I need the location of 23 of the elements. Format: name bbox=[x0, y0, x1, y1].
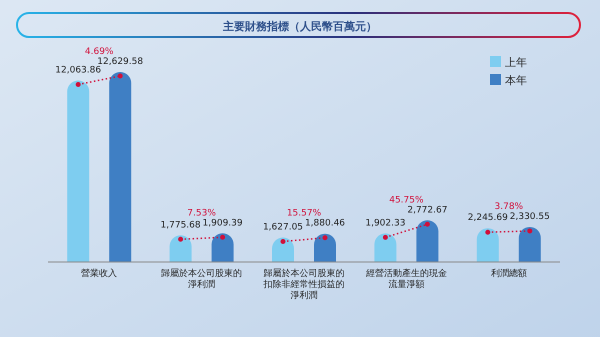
data-label: 1,909.39 bbox=[202, 218, 243, 228]
data-label: 1,627.05 bbox=[262, 222, 304, 233]
x-tick-label: 歸屬於本公司股東的淨利潤 bbox=[161, 268, 242, 290]
data-label: 2,330.55 bbox=[510, 212, 550, 222]
legend-label: 上年 bbox=[505, 56, 527, 69]
annotation: 3.78% bbox=[494, 202, 524, 212]
x-tick-label: 營業收入 bbox=[81, 268, 118, 279]
annotation: 15.57% bbox=[286, 208, 322, 219]
annotation: 7.53% bbox=[187, 208, 216, 218]
data-label: 1,775.68 bbox=[160, 220, 201, 230]
chart-title: 主要財務指標（人民幣百萬元） bbox=[222, 20, 377, 33]
title: 主要財務指標（人民幣百萬元） bbox=[16, 12, 581, 38]
data-label: 1,902.33 bbox=[365, 218, 406, 228]
data-label: 12,063.86 bbox=[55, 66, 102, 76]
x-tick-label: 歸屬於本公司股東的扣除非經常性損益的淨利潤 bbox=[262, 268, 344, 301]
data-label: 2,772.67 bbox=[407, 205, 448, 216]
data-label: 2,245.69 bbox=[468, 213, 508, 224]
x-tick-label: 經營活動產生的現金流量淨額 bbox=[364, 268, 447, 290]
data-label: 12,629.58 bbox=[97, 57, 144, 67]
legend-label: 本年 bbox=[505, 74, 527, 87]
x-tick-label: 利潤總額 bbox=[490, 268, 527, 279]
annotation: 45.75% bbox=[389, 195, 424, 206]
data-label: 1,880.46 bbox=[304, 218, 346, 229]
